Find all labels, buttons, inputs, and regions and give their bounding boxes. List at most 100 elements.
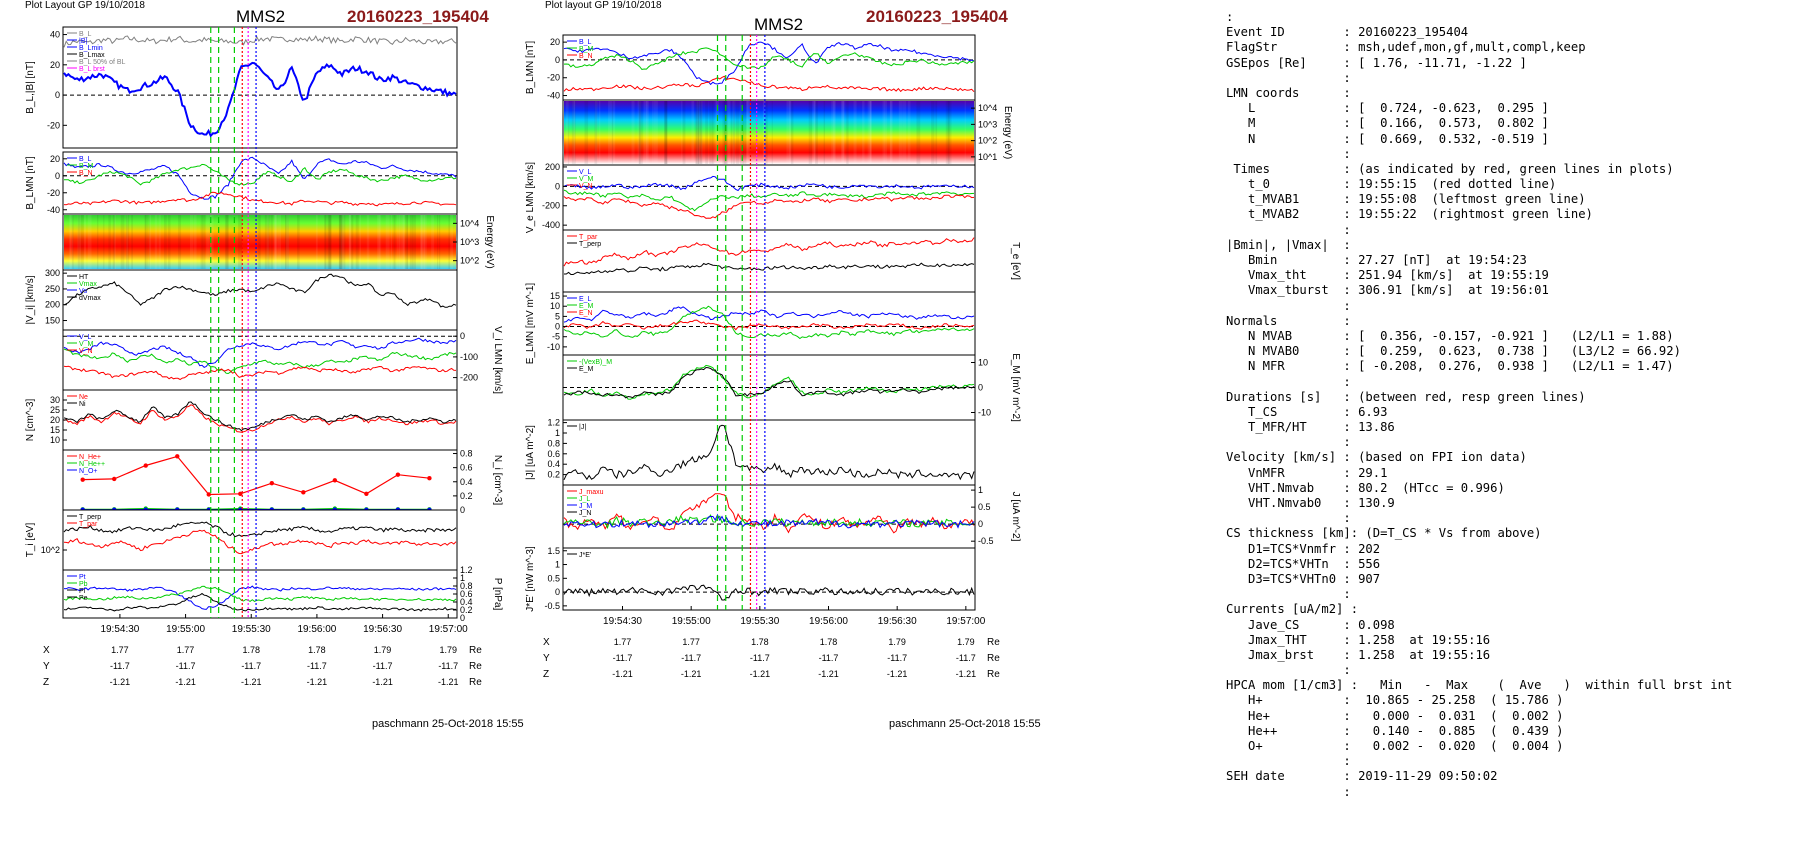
spectrogram-streak — [327, 215, 331, 269]
spectrogram-streak — [108, 215, 111, 269]
y-tick-label: -0.5 — [978, 536, 994, 546]
series-line — [63, 401, 457, 432]
spectrogram-streak — [400, 215, 405, 269]
spectrogram-streak — [916, 101, 921, 164]
y-tick-label: 10 — [978, 358, 988, 368]
spectrogram-streak — [393, 215, 396, 269]
info-line: N MVAB : [ 0.356, -0.157, -0.921 ] (L2/L… — [1226, 328, 1674, 343]
series-line — [563, 424, 975, 481]
spectrogram-streak — [611, 101, 614, 164]
mid-spacecraft-title: MMS2 — [754, 15, 804, 34]
spectrogram-streak — [572, 101, 575, 164]
spectrogram-streak — [732, 101, 736, 164]
info-line: SEH date : 2019-11-29 09:50:02 — [1226, 769, 1498, 784]
y-tick-label: -100 — [460, 352, 478, 362]
spectrogram-streak — [257, 215, 260, 269]
info-line: VnMFR : 29.1 — [1226, 465, 1388, 480]
spectrogram-streak — [584, 101, 589, 164]
info-line: N MFR : [ -0.208, 0.276, 0.938 ] (L2/L1 … — [1226, 359, 1674, 374]
info-line: Normals : — [1226, 313, 1351, 328]
ephemeris-value: 1.78 — [242, 645, 260, 655]
y-tick-label: 1 — [460, 573, 465, 583]
y-axis-label: |J| [uA m^-2] — [525, 425, 536, 480]
ephemeris-value: -11.7 — [307, 661, 327, 671]
y-tick-label: 0.5 — [547, 573, 560, 583]
spectrogram-streak — [377, 215, 380, 269]
spectrogram-streak — [698, 101, 702, 164]
spectrogram-streak — [339, 215, 343, 269]
y-tick-label: -20 — [47, 188, 60, 198]
legend-entry: Pt — [79, 574, 86, 581]
spectrogram-streak — [148, 215, 152, 269]
y-axis-label: N_i [cm^-3] — [492, 455, 503, 505]
left-layout-label: Plot Layout GP 19/10/2018 — [25, 0, 145, 11]
legend-entry: V_N — [579, 183, 593, 190]
series-line — [563, 364, 975, 400]
panel-frame — [562, 484, 976, 549]
spectrogram-streak — [902, 101, 907, 164]
ephemeris-label: Z — [543, 669, 549, 680]
x-tick-label: 19:56:30 — [878, 616, 917, 627]
y-tick-label: 40 — [50, 30, 60, 40]
left-panel-1: -40 -20 0 20 B_LMN [nT] B_LB_MB_N — [25, 151, 458, 215]
y-tick-label: 0.2 — [460, 491, 473, 501]
legend-entry: E_N — [579, 310, 593, 317]
y-axis-label: B_LMN [nT] — [525, 41, 536, 95]
x-tick-label: 19:55:00 — [672, 616, 711, 627]
legend-entry: Ni — [79, 401, 86, 408]
spectrogram-streak — [266, 215, 269, 269]
mid-panel-15: 0.20.40.60.811.2 |J| [uA m^-2] |J| — [525, 418, 976, 486]
spectrogram-streak — [890, 101, 892, 164]
info-line: t_MVAB2 : 19:55:22 (rightmost green line… — [1226, 207, 1593, 222]
spectrogram-streak — [200, 215, 203, 269]
y-tick-label: 10^4 — [978, 103, 997, 113]
y-tick-label: 0 — [978, 383, 983, 393]
panel-frame — [562, 34, 976, 101]
spectrogram-streak — [815, 101, 818, 164]
series-line — [563, 319, 975, 331]
spectrogram-streak — [189, 215, 194, 269]
y-tick-label: 10^3 — [460, 237, 479, 247]
spectrogram-streak — [338, 215, 343, 269]
info-line: Event ID : 20160223_195404 — [1226, 25, 1469, 40]
series-line — [563, 47, 975, 70]
legend-entry: N_He+ — [79, 454, 101, 461]
spectrogram-fill — [564, 101, 974, 164]
legend-entry: Pb — [79, 581, 88, 588]
y-tick-label: 0 — [555, 181, 560, 191]
left-footer-user: paschmann 25-Oct-2018 15:55 — [372, 718, 524, 730]
info-line: O+ : 0.002 - 0.020 ( 0.004 ) — [1226, 739, 1564, 753]
info-line: : — [1226, 374, 1351, 389]
info-line: HPCA mom [1/cm3] : Min - Max ( Ave ) wit… — [1226, 678, 1733, 693]
spectrogram-streak — [97, 215, 99, 269]
spectrogram-streak — [297, 215, 300, 269]
spectrogram-streak — [339, 215, 343, 269]
series-line — [64, 163, 457, 186]
spectrogram-streak — [270, 215, 273, 269]
y-tick-label: 20 — [50, 60, 60, 70]
spectrogram-streak — [746, 101, 751, 164]
info-line: VHT.Nmvab0 : 130.9 — [1226, 496, 1395, 510]
ephemeris-value: -1.21 — [818, 669, 839, 679]
spectrogram-streak — [80, 215, 84, 269]
spectrogram-streak — [315, 215, 318, 269]
y-tick-label: 10^4 — [460, 218, 479, 228]
left-panel-6: 0 0.2 0.4 0.6 0.8 N_i [cm^-3] N_He+N_He++N_O+ — [62, 449, 503, 515]
y-tick-label: 15 — [550, 291, 560, 301]
spectrogram-streak — [832, 101, 836, 164]
y-axis-label: E_LMN [mV m^-1] — [525, 283, 536, 365]
spectrogram-streak — [643, 101, 648, 164]
info-line: VHT.Nmvab : 80.2 (HTcc = 0.996) — [1226, 480, 1505, 495]
panel-frame — [62, 269, 458, 331]
y-tick-label: 0 — [460, 505, 465, 515]
y-tick-label: -400 — [542, 220, 560, 230]
series-line — [564, 262, 975, 275]
legend-entry: N_He++ — [79, 461, 105, 468]
spectrogram-streak — [790, 101, 794, 164]
spectrogram-streak — [645, 101, 649, 164]
info-line: Times : (as indicated by red, green line… — [1226, 161, 1674, 176]
data-point — [427, 476, 432, 481]
y-tick-label: -10 — [978, 408, 991, 418]
